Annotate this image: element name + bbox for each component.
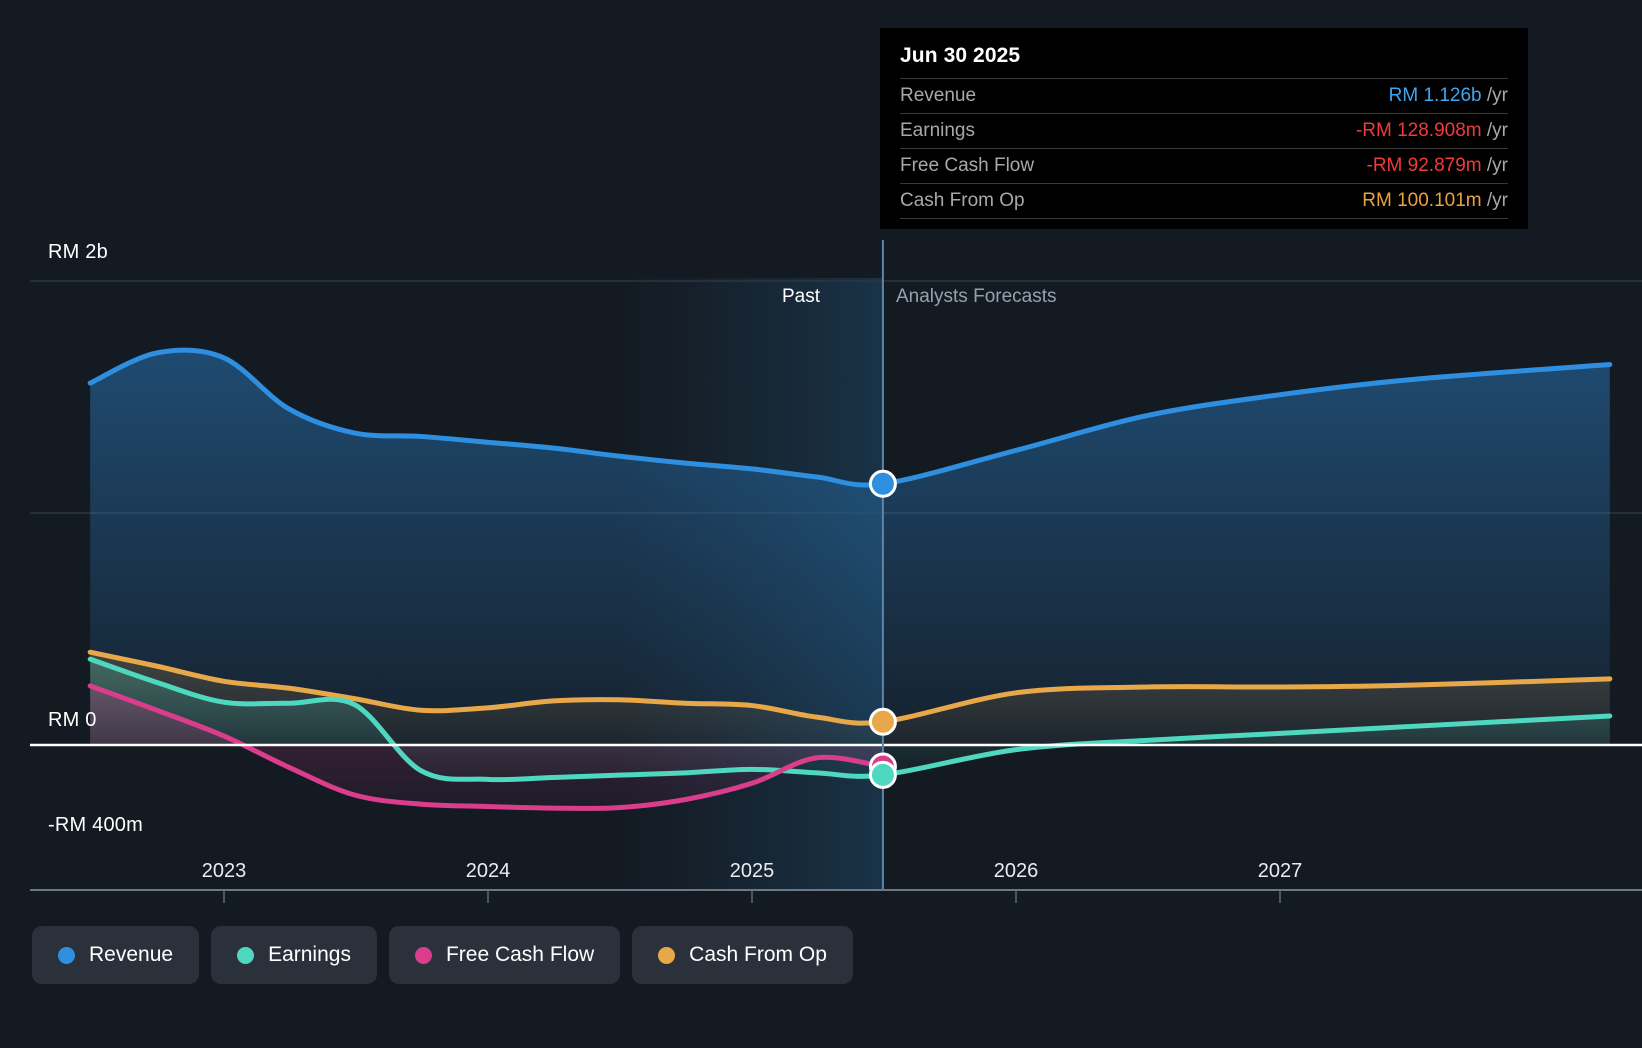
area-cash-from-op [90, 652, 1610, 745]
legend-item-revenue[interactable]: Revenue [32, 926, 200, 984]
line-earnings[interactable] [87, 656, 1613, 783]
tooltip-metric-amount: RM 100.101m [1362, 190, 1482, 211]
highlight-marker-revenue[interactable] [868, 469, 897, 498]
legend-color-dot-icon [58, 946, 75, 964]
tooltip-metric-name: Revenue [900, 85, 977, 106]
forecast-label: Analysts Forecasts [896, 286, 1057, 307]
line-free-cash-flow[interactable] [87, 683, 886, 811]
y-axis-label-bottom: -RM 400m [48, 814, 143, 836]
tooltip-date: Jun 30 2025 [900, 44, 1021, 67]
highlight-marker-earnings[interactable] [868, 760, 897, 789]
past-label: Past [781, 286, 820, 307]
x-axis-label-2027: 2027 [1257, 860, 1303, 882]
tooltip-row: Earnings -RM 128.908m /yr [900, 113, 1508, 148]
area-free-cash-flow [90, 685, 883, 809]
tooltip-metric-unit: /yr [1481, 85, 1508, 106]
x-axis-label-2025: 2025 [729, 860, 775, 882]
x-axis-label-2026: 2026 [993, 860, 1039, 882]
x-axis-label-2024: 2024 [465, 860, 511, 882]
legend-color-dot-icon [658, 946, 676, 964]
tooltip-metric-value: -RM 128.908m /yr [1356, 120, 1508, 142]
legend-color-dot-icon [414, 946, 432, 964]
tooltip-metric-amount: -RM 128.908m [1355, 120, 1482, 141]
tooltip-metric-unit: /yr [1481, 120, 1508, 141]
tooltip-metric-amount: RM 1.126b [1388, 85, 1482, 106]
legend-item-label: Cash From Op [689, 943, 827, 966]
tooltip-rows: Revenue RM 1.126b /yr Earnings -RM 128.908m… [900, 78, 1508, 219]
area-revenue [90, 350, 1610, 745]
legend-item-label: Free Cash Flow [445, 943, 595, 966]
highlight-marker-cash-from-op[interactable] [868, 707, 897, 736]
legend-item-earnings[interactable]: Earnings [211, 926, 377, 984]
tooltip-metric-unit: /yr [1481, 190, 1508, 211]
data-tooltip: Jun 30 2025 Revenue RM 1.126b /yr Earnings… [880, 28, 1528, 229]
y-axis-label-zero: RM 0 [48, 709, 97, 731]
tooltip-row: Free Cash Flow -RM 92.879m /yr [900, 148, 1508, 183]
tooltip-metric-name: Free Cash Flow [900, 155, 1035, 176]
y-axis-label-top: RM 2b [48, 241, 108, 263]
legend-item-label: Earnings [268, 943, 351, 966]
tooltip-row: Cash From Op RM 100.101m /yr [900, 183, 1508, 218]
legend-item-free-cash-flow[interactable]: Free Cash Flow [388, 926, 621, 984]
line-revenue[interactable] [87, 347, 1613, 488]
tooltip-metric-unit: /yr [1481, 155, 1508, 176]
tooltip-metric-name: Earnings [900, 120, 975, 141]
x-axis-label-2023: 2023 [201, 860, 247, 882]
tooltip-row: Revenue RM 1.126b /yr [900, 78, 1508, 113]
line-cash-from-op[interactable] [87, 649, 1613, 726]
tooltip-metric-value: RM 100.101m /yr [1362, 190, 1508, 212]
legend-item-label: Revenue [89, 943, 174, 966]
tooltip-metric-amount: -RM 92.879m [1366, 155, 1482, 176]
tooltip-metric-name: Cash From Op [900, 190, 1025, 211]
legend-color-dot-icon [237, 946, 255, 964]
tooltip-metric-value: -RM 92.879m /yr [1367, 155, 1509, 177]
legend-item-cash-from-op[interactable]: Cash From Op [632, 926, 853, 984]
tooltip-metric-value: RM 1.126b /yr [1389, 85, 1508, 107]
chart-legend[interactable]: Revenue Earnings Free Cash Flow Cash From O… [32, 926, 853, 984]
tooltip-bottom-rule [900, 218, 1508, 219]
